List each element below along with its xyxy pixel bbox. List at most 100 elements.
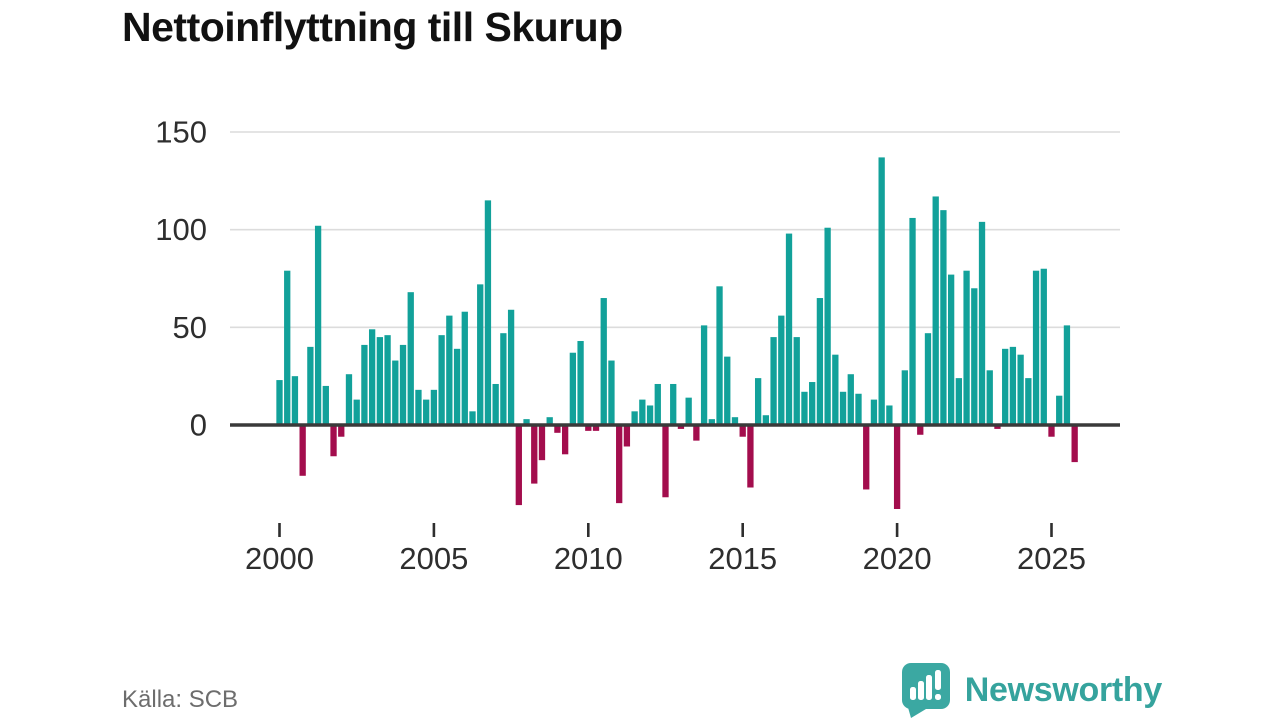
brand-logo: Newsworthy	[901, 662, 1162, 718]
bar-2012-Q3	[662, 425, 669, 498]
bar-2025-Q4	[1071, 425, 1078, 463]
bar-2015-Q2	[747, 425, 754, 488]
bar-2002-Q3	[353, 399, 360, 425]
bar-2022-Q1	[955, 378, 963, 425]
bar-2017-Q4	[824, 227, 831, 425]
brand-name: Newsworthy	[964, 670, 1163, 709]
bar-2020-Q4	[917, 425, 924, 435]
bar-2018-Q4	[855, 393, 862, 425]
bar-2003-Q1	[368, 329, 376, 425]
bar-2001-Q2	[314, 225, 322, 425]
bar-2011-Q2	[623, 425, 631, 447]
bar-2005-Q1	[430, 389, 438, 425]
bar-2010-Q2	[592, 425, 600, 431]
x-axis-label-2000: 2000	[245, 541, 314, 576]
bar-2014-Q2	[716, 286, 723, 425]
bar-2000-Q2	[284, 270, 291, 425]
bar-2023-Q2	[994, 425, 1001, 429]
bar-2013-Q4	[700, 325, 708, 425]
bar-2009-Q2	[561, 425, 569, 455]
bar-2002-Q2	[345, 374, 353, 425]
bar-2001-Q3	[322, 385, 329, 425]
bar-2019-Q4	[886, 405, 893, 425]
bar-2025-Q1	[1048, 425, 1055, 437]
bar-2006-Q2	[469, 411, 476, 425]
bar-2018-Q1	[832, 354, 839, 425]
bar-2001-Q1	[307, 346, 314, 425]
bar-2014-Q4	[731, 417, 739, 425]
bar-2015-Q4	[762, 415, 770, 425]
bar-2022-Q3	[971, 288, 978, 425]
y-axis-label-50: 50	[173, 310, 207, 345]
bar-2021-Q3	[940, 210, 947, 425]
bar-2017-Q3	[816, 298, 824, 425]
bar-2014-Q3	[724, 356, 731, 425]
bar-2015-Q3	[754, 378, 762, 425]
bar-2000-Q4	[299, 425, 306, 476]
bar-2021-Q4	[947, 274, 955, 425]
bar-2006-Q4	[484, 200, 492, 425]
bar-2018-Q3	[847, 374, 854, 425]
bar-2016-Q4	[793, 337, 800, 425]
bar-2012-Q2	[654, 383, 661, 425]
x-axis-label-2010: 2010	[554, 541, 623, 576]
bar-2023-Q4	[1009, 346, 1017, 425]
bar-2004-Q4	[423, 399, 430, 425]
bar-2008-Q2	[531, 425, 538, 484]
bar-2002-Q4	[361, 344, 368, 425]
bar-2004-Q3	[415, 389, 422, 425]
bar-2003-Q2	[376, 337, 384, 425]
bar-2005-Q2	[438, 335, 445, 425]
bar-2024-Q3	[1032, 270, 1040, 425]
bar-2012-Q1	[646, 405, 654, 425]
bar-2008-Q3	[538, 425, 546, 461]
bar-2018-Q2	[839, 391, 847, 425]
bar-2024-Q1	[1017, 354, 1024, 425]
bar-2006-Q3	[477, 284, 484, 425]
bar-2008-Q4	[546, 417, 553, 425]
y-axis-label-100: 100	[155, 212, 207, 247]
bar-2021-Q2	[932, 196, 939, 425]
x-axis-label-2005: 2005	[399, 541, 468, 576]
bar-2011-Q4	[639, 399, 646, 425]
bar-2016-Q1	[770, 337, 777, 425]
page-title: Nettoinflyttning till Skurup	[122, 4, 623, 50]
bar-2003-Q3	[384, 335, 391, 425]
bar-2008-Q1	[523, 419, 530, 425]
bar-2009-Q1	[554, 425, 561, 433]
bar-2010-Q4	[608, 360, 615, 425]
bar-2001-Q4	[330, 425, 337, 457]
bar-2006-Q1	[461, 311, 468, 425]
bar-2016-Q3	[785, 233, 793, 425]
bar-2024-Q2	[1025, 378, 1032, 425]
bar-2012-Q4	[670, 383, 677, 425]
bar-2011-Q1	[616, 425, 623, 504]
y-axis-label-0: 0	[190, 408, 207, 443]
bar-2019-Q1	[863, 425, 870, 490]
bar-2019-Q3	[878, 157, 885, 425]
bar-2020-Q3	[909, 217, 916, 425]
bar-2000-Q1	[276, 380, 283, 425]
bar-2007-Q2	[500, 333, 507, 425]
bar-2020-Q2	[901, 370, 908, 425]
bar-2011-Q3	[631, 411, 638, 425]
bar-2023-Q1	[986, 370, 993, 425]
bar-2007-Q3	[507, 309, 515, 425]
bar-2009-Q3	[569, 352, 577, 425]
newsworthy-icon	[901, 663, 950, 718]
bar-2017-Q1	[801, 391, 808, 425]
bar-2025-Q3	[1063, 325, 1071, 425]
bar-2013-Q1	[677, 425, 685, 429]
bar-2014-Q1	[708, 419, 715, 425]
bar-2025-Q2	[1056, 395, 1063, 425]
bar-2013-Q3	[693, 425, 700, 441]
x-axis-label-2025: 2025	[1017, 541, 1086, 576]
bar-2000-Q3	[291, 376, 299, 425]
bar-2022-Q2	[963, 270, 970, 425]
bar-2005-Q3	[446, 315, 453, 425]
bar-2007-Q4	[515, 425, 522, 506]
bar-2013-Q2	[685, 397, 692, 425]
bar-2004-Q2	[407, 292, 414, 425]
